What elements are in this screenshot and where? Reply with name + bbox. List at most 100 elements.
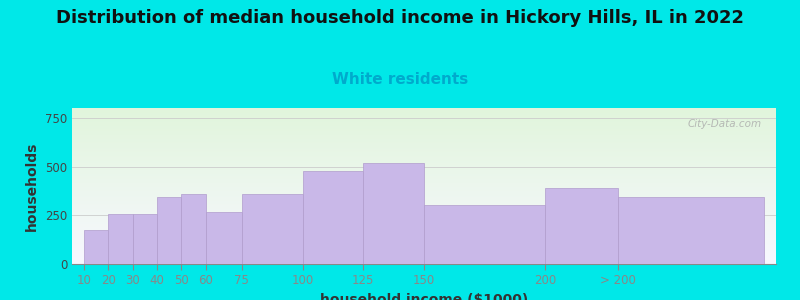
Bar xyxy=(72,205,776,206)
Bar xyxy=(72,248,776,249)
Bar xyxy=(72,118,776,119)
Bar xyxy=(72,130,776,131)
Bar xyxy=(72,186,776,187)
Bar xyxy=(72,117,776,118)
Bar xyxy=(72,225,776,226)
Bar xyxy=(72,129,776,130)
Bar xyxy=(72,168,776,169)
Bar xyxy=(72,263,776,264)
Bar xyxy=(72,159,776,160)
Bar xyxy=(72,167,776,168)
Bar xyxy=(72,249,776,250)
Bar xyxy=(72,141,776,142)
Bar xyxy=(72,181,776,182)
Bar xyxy=(72,262,776,263)
Bar xyxy=(72,223,776,224)
Bar xyxy=(72,256,776,257)
Bar xyxy=(72,176,776,177)
Bar xyxy=(72,183,776,184)
Bar xyxy=(72,171,776,172)
Bar xyxy=(72,206,776,207)
Bar xyxy=(72,229,776,230)
Bar xyxy=(72,227,776,228)
Bar xyxy=(72,261,776,262)
Bar xyxy=(72,122,776,123)
Bar xyxy=(72,251,776,252)
Bar xyxy=(72,235,776,236)
Bar xyxy=(72,126,776,127)
Bar xyxy=(72,193,776,194)
Bar xyxy=(72,118,776,119)
Bar xyxy=(72,245,776,246)
Bar xyxy=(72,240,776,241)
Bar xyxy=(72,138,776,139)
Bar xyxy=(72,160,776,161)
Bar xyxy=(72,208,776,209)
Bar xyxy=(72,137,776,138)
Bar xyxy=(72,214,776,215)
Bar xyxy=(72,241,776,242)
Bar xyxy=(72,112,776,113)
Bar xyxy=(363,163,424,264)
Bar xyxy=(72,252,776,253)
Bar xyxy=(72,157,776,158)
Bar xyxy=(72,135,776,136)
Bar xyxy=(72,109,776,110)
Bar xyxy=(72,174,776,175)
Bar xyxy=(302,171,363,264)
Bar xyxy=(157,197,182,264)
Bar xyxy=(72,161,776,162)
Bar xyxy=(72,258,776,259)
Bar xyxy=(72,199,776,200)
Bar xyxy=(72,133,776,134)
Bar xyxy=(72,220,776,221)
Bar xyxy=(72,202,776,203)
Bar xyxy=(72,156,776,157)
Bar xyxy=(72,169,776,170)
Bar xyxy=(84,230,109,264)
Bar xyxy=(72,187,776,188)
Bar xyxy=(72,216,776,217)
Bar xyxy=(72,217,776,218)
Bar xyxy=(72,200,776,201)
Bar xyxy=(72,179,776,180)
Bar xyxy=(72,201,776,202)
Bar xyxy=(72,244,776,245)
Bar xyxy=(72,144,776,145)
Text: City-Data.com: City-Data.com xyxy=(688,119,762,129)
Bar xyxy=(72,123,776,124)
Bar xyxy=(72,180,776,181)
Bar xyxy=(72,113,776,114)
Bar xyxy=(72,185,776,186)
Bar xyxy=(242,194,302,264)
Bar xyxy=(72,260,776,261)
Bar xyxy=(72,149,776,150)
Bar xyxy=(72,162,776,163)
Bar xyxy=(109,214,133,264)
Bar xyxy=(72,191,776,192)
Bar xyxy=(72,147,776,148)
Bar xyxy=(72,173,776,174)
Bar xyxy=(72,197,776,198)
Bar xyxy=(72,190,776,191)
X-axis label: household income ($1000): household income ($1000) xyxy=(320,293,528,300)
Bar xyxy=(72,257,776,258)
Bar xyxy=(72,119,776,120)
Text: White residents: White residents xyxy=(332,72,468,87)
Bar xyxy=(72,196,776,197)
Bar xyxy=(72,120,776,121)
Bar xyxy=(72,259,776,260)
Bar xyxy=(72,172,776,173)
Bar xyxy=(72,139,776,140)
Bar xyxy=(72,207,776,208)
Bar xyxy=(72,165,776,166)
Bar xyxy=(72,203,776,204)
Bar xyxy=(72,237,776,238)
Bar xyxy=(424,205,546,264)
Bar xyxy=(72,219,776,220)
Bar xyxy=(72,124,776,125)
Bar xyxy=(72,212,776,213)
Bar xyxy=(72,178,776,179)
Bar xyxy=(72,232,776,233)
Bar xyxy=(72,111,776,112)
